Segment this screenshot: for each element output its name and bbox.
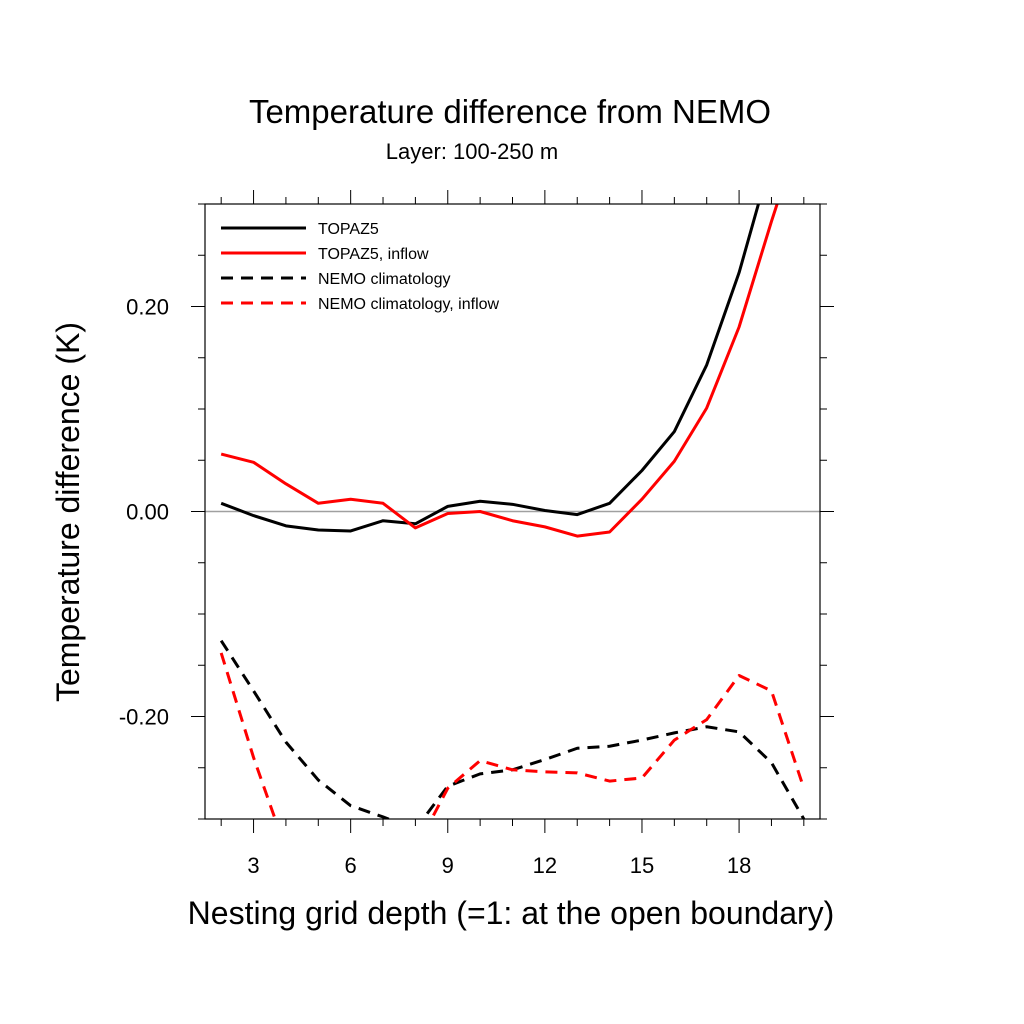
legend-label-3: NEMO climatology	[318, 271, 450, 288]
legend-label-1: TOPAZ5	[318, 221, 379, 238]
chart-title: Temperature difference from NEMO	[249, 93, 771, 130]
y-tick-label: 0.20	[126, 295, 169, 320]
x-tick-label: 3	[247, 853, 259, 878]
plot-area: 3 6 9 12 15 18 -0.20 0.00 0.20	[119, 190, 834, 878]
legend-label-2: TOPAZ5, inflow	[318, 246, 429, 263]
x-tick-label: 6	[345, 853, 357, 878]
y-tick-label: -0.20	[119, 705, 169, 730]
x-tick-label: 9	[442, 853, 454, 878]
y-tick-label: 0.00	[126, 500, 169, 525]
series-line-4	[219, 652, 806, 819]
y-axis-label: Temperature difference (K)	[50, 322, 86, 702]
chart-subtitle: Layer: 100-250 m	[386, 139, 558, 164]
legend: TOPAZ5 TOPAZ5, inflow NEMO climatology NEMO…	[221, 221, 500, 313]
series-line-1	[220, 204, 761, 533]
x-tick-label: 12	[533, 853, 557, 878]
x-axis-label: Nesting grid depth (=1: at the open boun…	[188, 895, 835, 931]
x-tick-label: 15	[630, 853, 654, 878]
series-line-3	[219, 639, 806, 819]
x-tick-label: 18	[727, 853, 751, 878]
series-line-2	[220, 204, 779, 538]
legend-label-4: NEMO climatology, inflow	[318, 296, 500, 313]
